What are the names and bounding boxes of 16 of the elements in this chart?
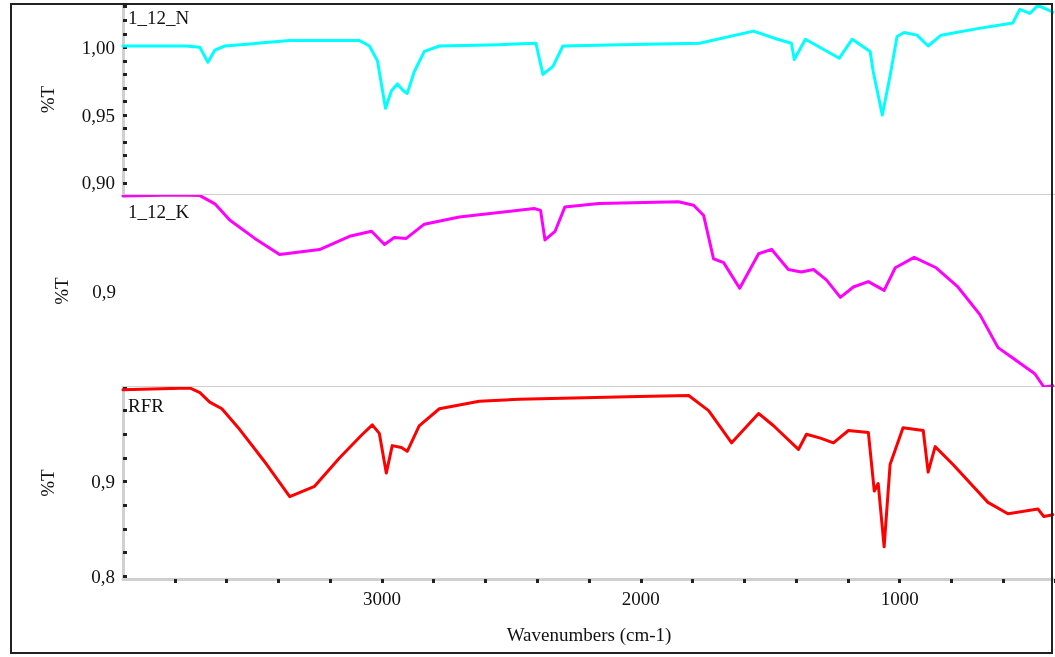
y-axis-title: %T: [37, 85, 58, 114]
y-tick-label: 0,8: [91, 565, 115, 587]
x-tick-label: 2000: [621, 588, 660, 609]
y-tick-label: 0,90: [81, 172, 115, 194]
x-tick-label: 3000: [362, 588, 401, 609]
x-axis-title: Wavenumbers (cm-1): [506, 624, 672, 646]
line-series: [121, 3, 1055, 117]
series-label: RFR: [128, 394, 165, 416]
x-tick-label: 1000: [880, 588, 919, 609]
series-label: 1_12_K: [128, 200, 190, 222]
y-axis-title: %T: [51, 276, 72, 305]
y-axis-title: %T: [37, 468, 58, 497]
y-tick-label: 0,95: [81, 104, 115, 126]
y-tick-label: 0,9: [91, 471, 115, 493]
y-tick-label: 1,00: [81, 36, 115, 58]
series-label: 1_12_N: [128, 6, 190, 28]
